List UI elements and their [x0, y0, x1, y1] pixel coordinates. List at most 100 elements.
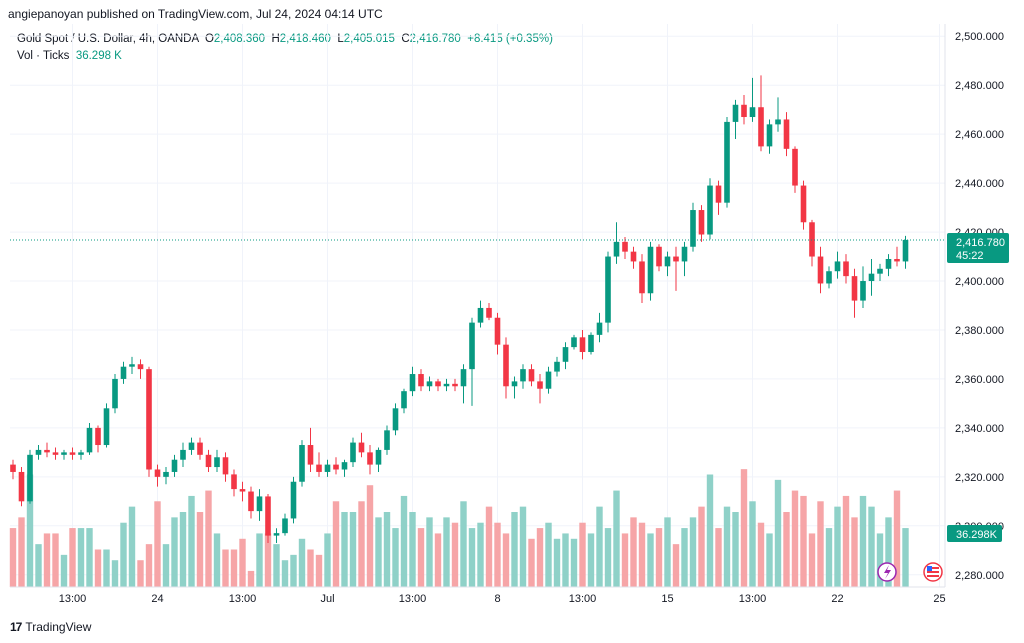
candle — [851, 268, 858, 318]
candle — [673, 246, 679, 291]
volume-bar — [60, 554, 68, 587]
volume-bar — [655, 528, 663, 587]
volume-bar — [120, 522, 127, 587]
candle — [622, 236, 628, 259]
x-tick-label: Jul — [320, 593, 334, 605]
candle — [146, 366, 152, 477]
candle-body — [826, 271, 832, 284]
candle — [231, 469, 237, 497]
candle — [18, 467, 25, 507]
x-tick-label: 13:00 — [739, 593, 767, 605]
x-tick-label: 13:00 — [399, 593, 427, 605]
volume-bar — [290, 554, 297, 587]
candle — [112, 374, 118, 414]
candle — [715, 180, 722, 215]
candle-body — [783, 119, 790, 149]
price-badge: 2,416.780 45:22 — [947, 233, 1009, 263]
candle-body — [877, 268, 883, 274]
candle — [809, 219, 815, 267]
candle — [205, 449, 212, 472]
candle-body — [222, 457, 229, 475]
candle-body — [545, 371, 552, 389]
candle — [860, 266, 866, 308]
volume-bar — [485, 506, 493, 587]
candle-body — [282, 518, 288, 534]
candle-body — [520, 369, 526, 382]
candle — [758, 75, 764, 152]
candle-body — [486, 307, 492, 318]
candle — [681, 241, 688, 277]
candle-body — [766, 124, 773, 147]
volume-bar — [26, 474, 34, 587]
candle-body — [851, 276, 858, 301]
volume-bar — [128, 506, 136, 587]
volume-bar — [596, 506, 603, 587]
candle-body — [800, 185, 807, 223]
brand-name: TradingView — [25, 620, 92, 634]
volume-bar — [800, 495, 807, 587]
volume-bar — [443, 517, 450, 587]
volume-bar — [52, 533, 59, 587]
candle-body — [639, 261, 645, 294]
tradingview-brand[interactable]: 17 TradingView — [10, 620, 91, 634]
volume-bar — [672, 544, 680, 587]
volume-bar — [842, 495, 850, 587]
volume-bar — [43, 533, 51, 587]
candle-body — [197, 442, 203, 455]
volume-bar — [451, 522, 459, 587]
volume-bar — [460, 501, 467, 587]
candle-body — [452, 383, 458, 387]
candle — [571, 334, 577, 350]
candle-body — [860, 281, 866, 301]
x-tick-label: 13:00 — [229, 593, 257, 605]
volume-bar — [647, 533, 654, 587]
candle-body — [61, 452, 67, 455]
candle-body — [792, 148, 798, 186]
volume-bar — [426, 517, 433, 587]
candle — [95, 425, 101, 453]
volume-bar — [689, 517, 697, 587]
candle — [265, 493, 271, 543]
volume-bar — [579, 522, 586, 587]
candle — [10, 459, 16, 480]
candle-body — [341, 462, 348, 470]
volume-bar — [375, 517, 382, 587]
candle — [613, 222, 620, 264]
volume-bar — [808, 533, 816, 587]
close-label: C — [401, 33, 410, 45]
candle — [324, 459, 331, 477]
candle-body — [367, 452, 373, 465]
candle — [384, 425, 390, 455]
volume-bar — [468, 528, 476, 587]
candle-body — [715, 185, 722, 203]
candle — [792, 146, 798, 193]
candle — [520, 364, 526, 389]
candle — [554, 356, 560, 377]
y-tick-label: 2,440.000 — [955, 178, 1004, 190]
candle — [290, 476, 297, 524]
candle-body — [528, 369, 535, 382]
lightning-icon[interactable] — [877, 562, 897, 582]
candle — [129, 356, 135, 375]
volume-bar — [417, 528, 425, 587]
candle-body — [231, 474, 237, 490]
volume-bar — [256, 533, 263, 587]
price-badge-timer: 45:22 — [956, 250, 984, 262]
candle — [902, 235, 909, 269]
candle-body — [426, 381, 433, 387]
candle — [477, 300, 484, 328]
candle-body — [741, 104, 747, 118]
volume-bar — [732, 512, 739, 587]
candle-body — [384, 430, 390, 450]
y-tick-label: 2,360.000 — [955, 374, 1004, 386]
volume-bar — [409, 512, 416, 587]
volume-bar — [681, 528, 688, 587]
candle-body — [137, 364, 144, 370]
y-tick-label: 2,280.000 — [955, 570, 1004, 582]
candle-body — [698, 210, 705, 235]
candle-body — [537, 381, 543, 389]
volume-bar — [902, 528, 909, 587]
volume-bar — [332, 501, 340, 587]
us-flag-icon[interactable] — [923, 562, 943, 582]
